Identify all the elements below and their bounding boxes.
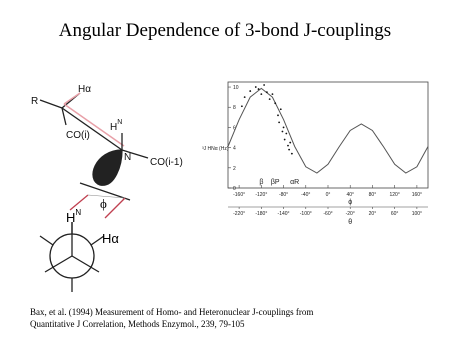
x-tick-label: 80° <box>369 192 377 198</box>
citation-line: Bax, et al. (1994) Measurement of Homo- … <box>30 307 313 317</box>
data-point <box>271 93 274 96</box>
x2-tick-label: -180° <box>255 211 267 217</box>
x2-tick-label: 20° <box>369 211 377 217</box>
x2-tick-label: 100° <box>412 211 422 217</box>
x2-tick-label: -20° <box>346 211 355 217</box>
data-point <box>274 102 277 105</box>
x-tick-label: 40° <box>346 192 354 198</box>
data-point <box>281 130 284 133</box>
newman-ha: Hα <box>102 231 119 246</box>
data-point <box>288 148 291 151</box>
x2-tick-label: -60° <box>323 211 332 217</box>
data-point <box>283 138 286 141</box>
x-tick-label: 120° <box>389 192 399 198</box>
co-i1-label: CO(i-1) <box>150 157 183 168</box>
x2-tick-label: -220° <box>233 211 245 217</box>
data-point <box>243 96 246 99</box>
data-point <box>260 93 263 96</box>
title: Angular Dependence of 3-bond J-couplings <box>59 20 391 41</box>
data-point <box>279 108 282 111</box>
n-label: N <box>124 152 131 163</box>
y-tick-label: 10 <box>233 85 239 91</box>
region-label: αR <box>290 179 299 186</box>
x-tick-label: -160° <box>233 192 245 198</box>
region-label: βP <box>271 179 280 186</box>
y-tick-label: 4 <box>233 146 236 152</box>
data-point <box>268 98 271 101</box>
r-label: R <box>31 96 38 107</box>
x-tick-label: 160° <box>412 192 422 198</box>
hn-base: H <box>110 122 117 133</box>
newman-hn-sup: N <box>75 208 81 217</box>
region-label: β <box>259 179 263 186</box>
x-tick-label: 0° <box>326 192 331 198</box>
h-alpha-label: Hα <box>78 84 91 95</box>
x2-tick-label: -140° <box>278 211 290 217</box>
x2-tick-label: -100° <box>300 211 312 217</box>
data-point <box>263 84 266 86</box>
newman-hn: HN <box>66 208 81 225</box>
citation-line: Quantitative J Correlation, Methods Enzy… <box>30 319 245 329</box>
y-tick-label: 8 <box>233 105 236 111</box>
karplus-curve <box>227 87 429 174</box>
data-point <box>257 88 260 90</box>
y-tick-label: 2 <box>233 166 236 172</box>
plot-frame <box>227 81 429 189</box>
data-point <box>285 132 288 135</box>
y-tick-label: 0 <box>233 186 236 192</box>
newman-hn-base: H <box>66 210 75 225</box>
data-point <box>249 90 252 92</box>
x-tick-label: -80° <box>279 192 288 198</box>
hn-label: HN <box>110 119 122 133</box>
x-tick-label: -120° <box>255 192 267 198</box>
hn-sup: N <box>117 119 122 126</box>
y-axis-label: ³J HNα (Hz) <box>202 146 229 152</box>
data-point <box>265 91 268 93</box>
data-point <box>287 144 289 147</box>
data-point <box>240 105 243 108</box>
data-point <box>277 114 279 117</box>
molecule <box>39 92 149 292</box>
x2-tick-label: 60° <box>391 211 399 217</box>
data-point <box>278 121 281 124</box>
data-point <box>282 126 285 129</box>
co-i-label: CO(i) <box>66 130 90 141</box>
data-point <box>290 152 293 155</box>
data-point <box>254 86 257 88</box>
x-tick-label: -40° <box>301 192 310 198</box>
x2-axis-label: θ <box>348 219 352 226</box>
data-point <box>289 141 292 144</box>
y-tick-label: 6 <box>233 125 236 131</box>
phi-label: ϕ <box>100 196 107 211</box>
x-axis-label: ϕ <box>348 199 352 206</box>
